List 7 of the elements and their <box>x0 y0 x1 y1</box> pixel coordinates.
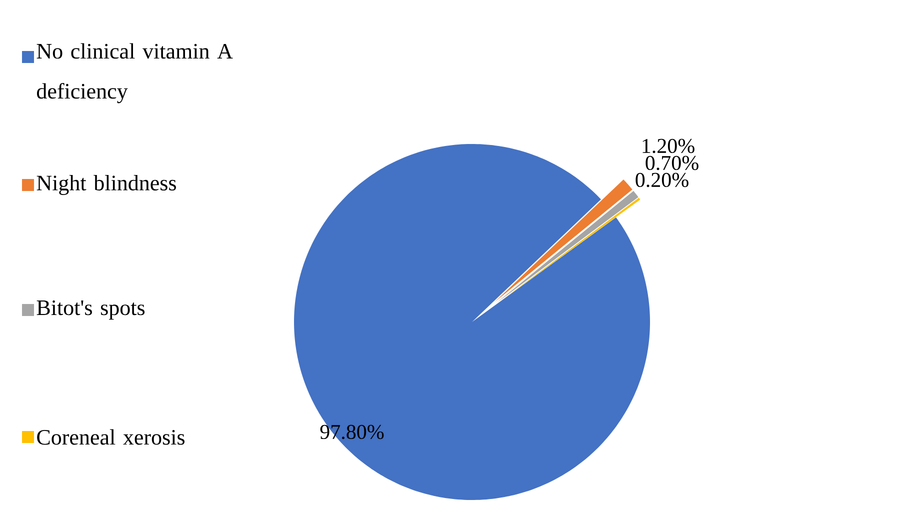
data-label: 1.20% <box>642 138 694 154</box>
legend-label: No clinical vitamin A deficiency <box>36 43 233 104</box>
legend-label: Night blindness <box>36 174 176 196</box>
legend-label: Bitot's spots <box>36 300 145 320</box>
data-label: 0.70% <box>646 156 698 170</box>
data-label: 0.20% <box>636 172 688 188</box>
legend-label: Coreneal xerosis <box>37 429 184 445</box>
